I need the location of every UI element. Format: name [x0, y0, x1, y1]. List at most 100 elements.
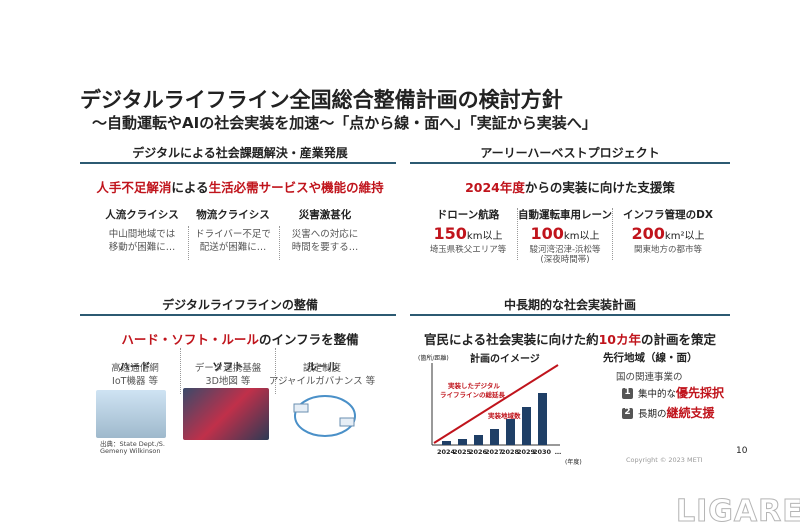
divider [410, 314, 730, 316]
figure-unit: km以上 [466, 231, 503, 242]
separator [275, 348, 276, 394]
annotation: 実装したデジタル [448, 382, 500, 390]
item-text: 高速通信網 [111, 363, 159, 374]
annotation: ライフラインの総延長 [440, 391, 505, 399]
point-emphasis: 優先採択 [676, 386, 725, 400]
box [339, 417, 355, 427]
title: デジタルライフライン全国総合整備計画の検討方針 [80, 88, 563, 112]
lead-part: 10カ年 [598, 332, 642, 347]
lead: 2024年度からの実装に向けた支援策 [465, 177, 675, 196]
bar-illustration [522, 407, 531, 445]
copyright: Copyright © 2023 METI [626, 456, 703, 464]
trend-arrow [433, 364, 559, 444]
side-title: 先行地域（線・面） [603, 352, 698, 364]
item-text: 関東地方の都市等 [633, 245, 703, 255]
item-text: ドライバー不足で [195, 229, 271, 240]
chart-xlabel: (年度) [565, 459, 582, 466]
bar-illustration [474, 435, 483, 445]
item-title: ハード [119, 361, 151, 373]
item-text: 時間を要する… [291, 242, 359, 253]
point-text: 集中的な [638, 389, 677, 400]
x-tick-label: 2026 [468, 448, 488, 456]
figure-number: 150 [433, 224, 467, 243]
bar-illustration [490, 429, 499, 445]
x-tick-label: 2030 [532, 448, 552, 456]
image-credit: Gemeny Wilkinson [100, 447, 161, 455]
item-title: ルール [306, 361, 338, 373]
chart-title: 計画のイメージ [470, 354, 540, 365]
annotation: 実装地域数 [488, 412, 521, 420]
item-text: 駿河湾沼津-浜松等 [529, 245, 601, 255]
image-rule-cycle [293, 395, 356, 437]
lead-part: 人手不足解消 [96, 180, 172, 195]
badge-number: 1 [624, 387, 631, 397]
item-figure: 200km²以上 [632, 224, 705, 243]
separator [612, 208, 613, 260]
side-point: 集中的な優先採択 [638, 384, 724, 401]
item-text: アジャイルガバナンス 等 [268, 376, 376, 387]
lead-part: による [171, 180, 209, 195]
lead-part: 官民による社会実装に向けた約 [423, 332, 599, 347]
section-heading: デジタルによる社会課題解決・産業発展 [132, 146, 348, 160]
item-text: 移動が困難に… [108, 242, 176, 253]
image-hardware [96, 390, 166, 438]
figure-number: 200 [631, 224, 665, 243]
item-text: 災害への対応に [291, 229, 359, 240]
bar-illustration [538, 393, 547, 445]
item-title: 人流クライシス [105, 209, 179, 221]
x-tick-label: 2029 [516, 448, 536, 456]
item-text: 埼玉県秩父エリア等 [429, 245, 507, 255]
separator [180, 348, 181, 394]
divider [410, 162, 730, 164]
image-3d-map [183, 388, 269, 440]
image-credit: 出典：State Dept./S. [100, 440, 165, 448]
box [293, 403, 309, 413]
item-figure: 150km以上 [434, 224, 503, 243]
figure-number: 100 [530, 224, 564, 243]
item-title: ドローン航路 [436, 209, 500, 221]
x-tick-label: 2027 [484, 448, 504, 456]
lead-part: の計画を策定 [641, 332, 717, 347]
item-title: 自動運転車用レーン [518, 209, 612, 221]
page-number: 10 [736, 446, 748, 456]
chart-ylabel: (箇所/距離) [418, 355, 449, 362]
item-text: 中山間地域では [108, 229, 176, 240]
point-text: 長期の [638, 409, 667, 420]
point-emphasis: 継続支援 [666, 406, 715, 420]
side-point: 長期の継続支援 [638, 404, 715, 421]
item-text: データ連携基盤 [194, 363, 262, 374]
lead-part: からの実装に向けた支援策 [524, 180, 675, 195]
item-text: 配送が困難に… [199, 242, 267, 253]
separator [188, 226, 189, 260]
side-intro: 国の関連事業の [616, 372, 683, 383]
watermark: LIGARE [676, 494, 800, 530]
figure-unit: km²以上 [664, 231, 705, 242]
x-tick-label: 2028 [500, 448, 520, 456]
figure-unit: km以上 [563, 231, 600, 242]
item-title: 物流クライシス [196, 209, 270, 221]
lead: 官民による社会実装に向けた約10カ年の計画を策定 [424, 329, 716, 348]
separator [517, 208, 518, 260]
x-tick-label: … [554, 448, 562, 456]
x-tick-label: 2024 [436, 448, 456, 456]
section-heading: 中長期的な社会実装計画 [503, 298, 637, 312]
item-title: ソフト [212, 361, 244, 373]
lead-part: ハード・ソフト・ルール [121, 332, 259, 347]
lead-part: 2024年度 [465, 180, 525, 195]
bar-illustration [442, 441, 451, 445]
number-badge [622, 388, 633, 399]
item-title: インフラ管理のDX [623, 209, 713, 221]
plan-image-chart [431, 363, 560, 446]
number-badge [622, 408, 633, 419]
subtitle: ～自動運転やAIの社会実装を加速～「点から線・面へ」「実証から実装へ」 [92, 114, 597, 132]
cycle [294, 395, 356, 437]
separator [279, 226, 280, 260]
item-text: 3D地図 等 [205, 376, 251, 387]
badge-number: 2 [624, 407, 631, 417]
item-text: (深夜時間帯) [540, 255, 590, 265]
lead-part: のインフラを整備 [258, 332, 359, 347]
lead: 人手不足解消による生活必需サービスや機能の維持 [96, 177, 383, 196]
divider [80, 314, 396, 316]
lead-part: 生活必需サービスや機能の維持 [208, 180, 384, 195]
